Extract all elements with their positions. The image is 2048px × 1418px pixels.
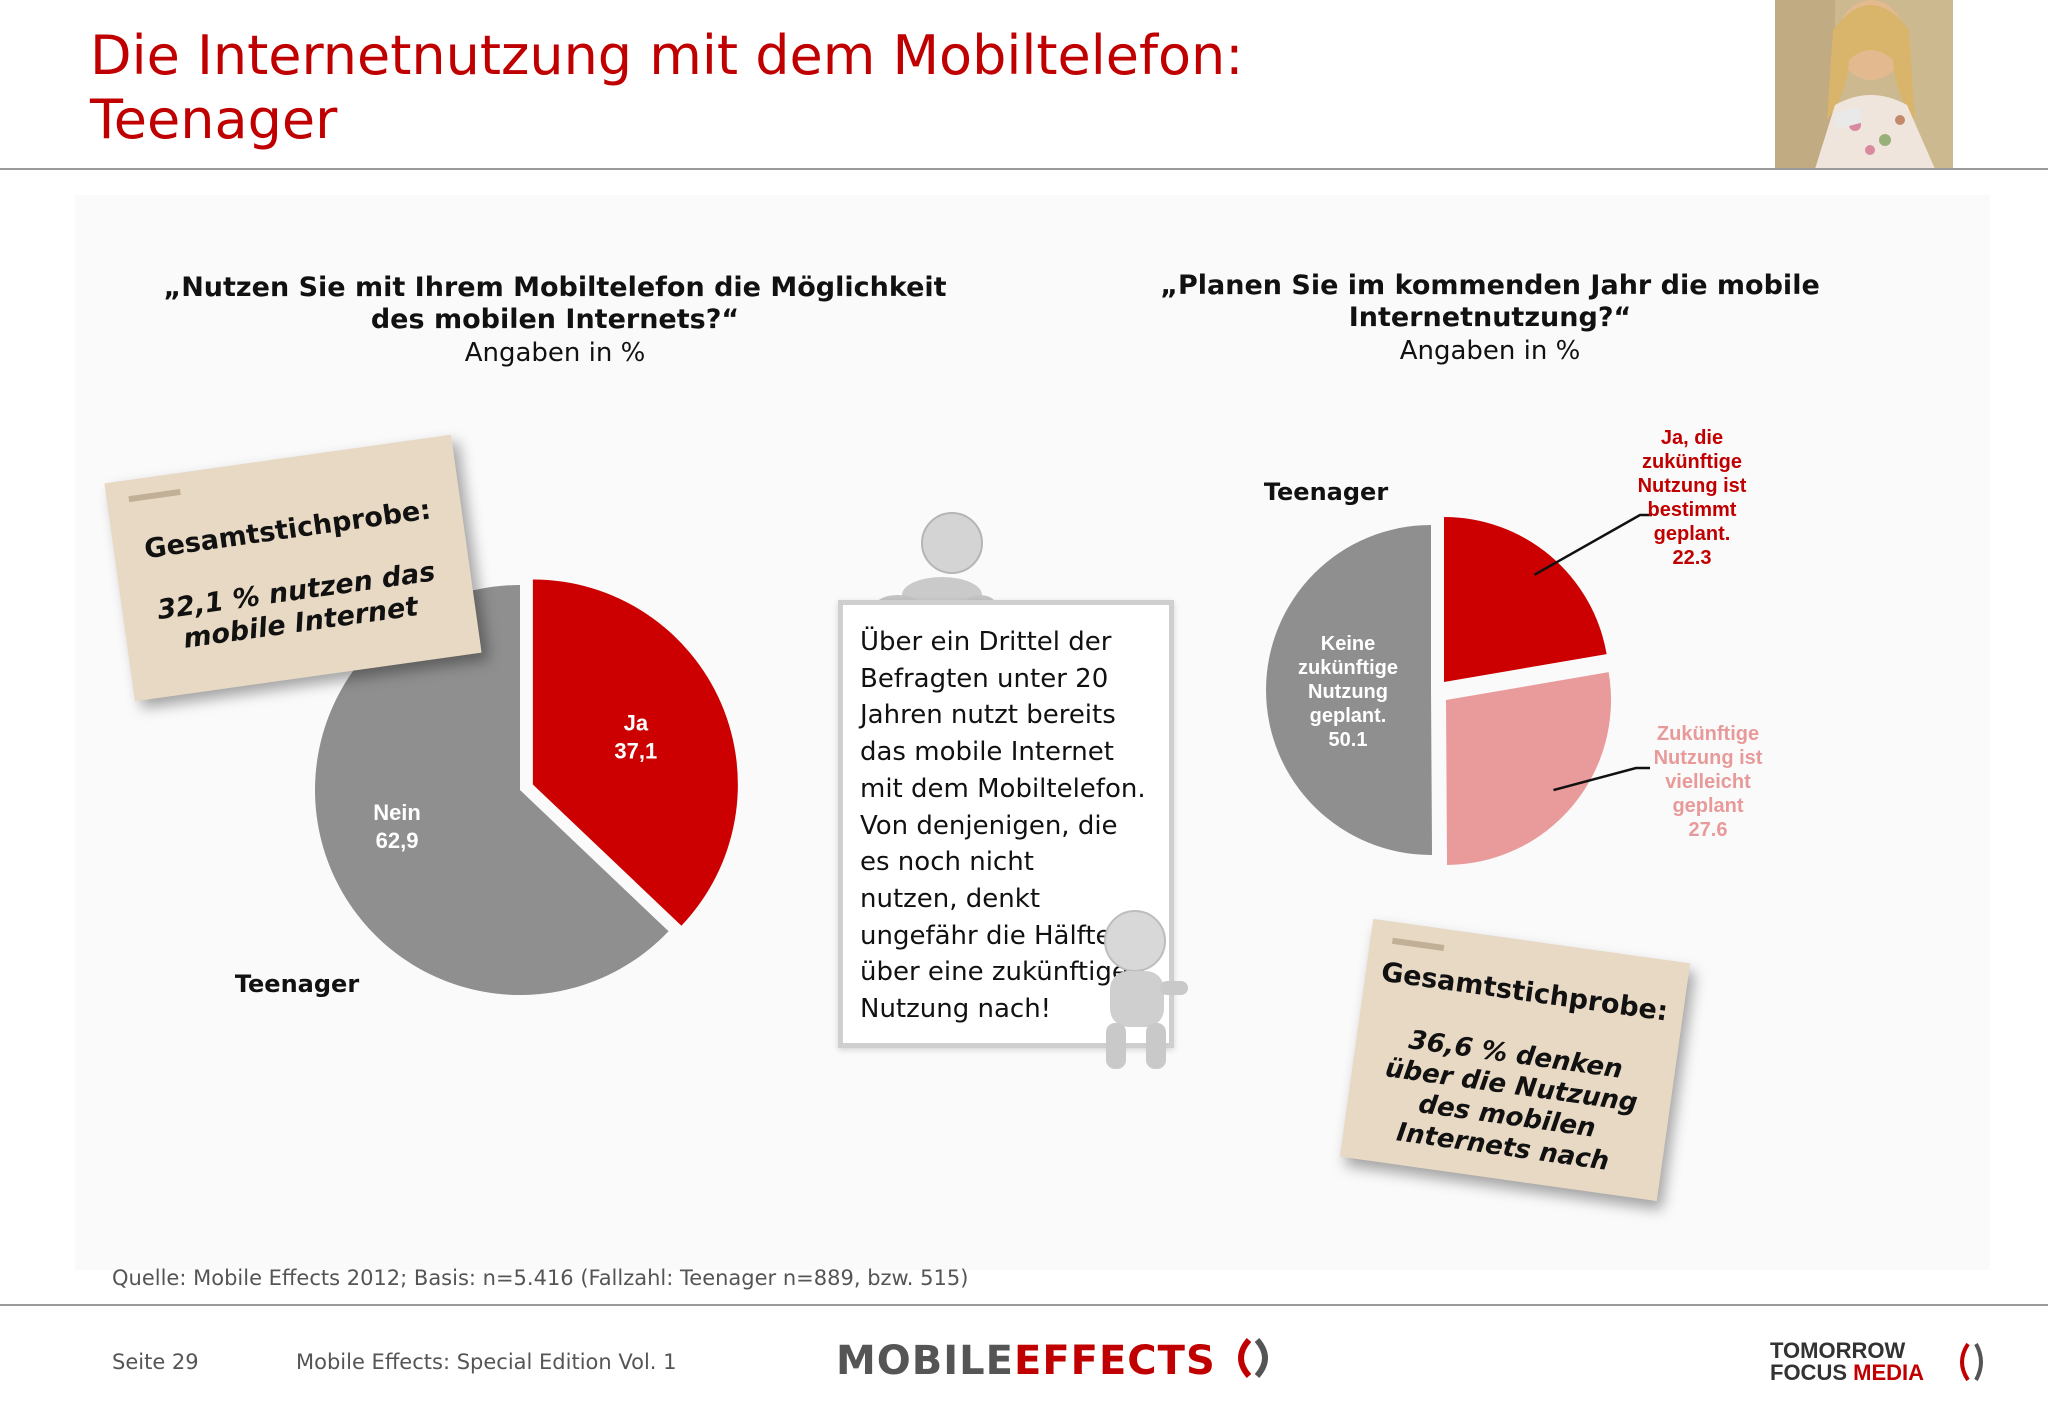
pie-slice-label: zukünftige xyxy=(1642,451,1742,473)
pie-slice-value: 27.6 xyxy=(1689,819,1728,841)
tomorrow-focus-media-logo: TOMORROW FOCUS MEDIA xyxy=(1770,1338,1983,1385)
pie-chart-plans-group-label: Teenager xyxy=(1264,478,1388,506)
info-board-line: es noch nicht xyxy=(860,847,1034,878)
tfm-parentheses-icon xyxy=(1960,1342,1983,1382)
info-board-line: Über ein Drittel der xyxy=(860,627,1112,657)
info-board-line: über eine zukünftige xyxy=(860,957,1128,988)
pie-slice-value: 37,1 xyxy=(614,738,657,763)
info-board-line: ungefähr die Hälfte xyxy=(860,920,1112,951)
right-question-line-2: Internetnutzung?“ xyxy=(1348,302,1632,333)
logo-word-effects: EFFECTS xyxy=(1014,1338,1216,1384)
logo-word-mobile: MOBILE xyxy=(836,1338,1014,1384)
slide-title-line-2: Teenager xyxy=(90,88,338,151)
note-card-text: 36,6 % denken über die Nutzung des mobil… xyxy=(1342,1018,1676,1185)
pie-slice-1 xyxy=(1444,517,1607,682)
pie-slice-value: 50.1 xyxy=(1329,729,1368,751)
teenager-photo-illustration xyxy=(1775,0,1953,169)
info-board-line: Nutzung nach! xyxy=(860,994,1052,1025)
left-question-unit: Angaben in % xyxy=(464,338,646,368)
info-board-line: mit dem Mobiltelefon. xyxy=(860,773,1146,804)
pie-slice-label: Ja, die xyxy=(1661,427,1723,449)
pie-slice-label: Nutzung ist xyxy=(1654,747,1763,769)
pie-slice-2 xyxy=(1446,672,1611,865)
info-board xyxy=(838,600,1174,1048)
pie-slice-label: geplant. xyxy=(1310,705,1387,727)
pie-slice-nein xyxy=(315,585,669,995)
pie-slice-label: Keine xyxy=(1321,633,1375,655)
right-question-line-1: „Planen Sie im kommenden Jahr die mobile xyxy=(1160,270,1820,301)
source-note: Quelle: Mobile Effects 2012; Basis: n=5.… xyxy=(112,1266,969,1290)
pie-slice-value: 62,9 xyxy=(376,828,419,853)
info-board-line: das mobile Internet xyxy=(860,737,1114,768)
note-card-heading: Gesamtstichprobe: xyxy=(1379,956,1670,1028)
teenager-photo xyxy=(1775,0,1953,169)
pie-slice-label: Ja xyxy=(624,710,649,735)
info-board-line: Jahren nutzt bereits xyxy=(860,700,1116,731)
note-card-text: 32,1 % nutzen das mobile Internet xyxy=(121,552,477,664)
pie-slice-label: bestimmt xyxy=(1648,499,1737,521)
pie-slice-label: Nein xyxy=(373,800,421,825)
header-divider xyxy=(0,168,2048,170)
note-card-tape xyxy=(1391,937,1445,951)
tfm-line-1: TOMORROW xyxy=(1770,1338,1906,1363)
pie-slice-3 xyxy=(1266,525,1433,855)
parentheses-logo-icon xyxy=(1237,1338,1268,1378)
pie-slice-label: Nutzung xyxy=(1308,681,1388,703)
tfm-line-2: FOCUS xyxy=(1770,1360,1847,1385)
note-card-tape xyxy=(128,488,181,503)
pie-slice-label: Nutzung ist xyxy=(1638,475,1747,497)
page-number: Seite 29 xyxy=(112,1350,199,1374)
pie-slice-value: 22.3 xyxy=(1673,547,1712,569)
pie-slice-label: vielleicht xyxy=(1665,771,1751,793)
info-board-line: nutzen, denkt xyxy=(860,883,1041,914)
slide-title: Die Internetnutzung mit dem Mobiltelefon… xyxy=(90,24,1243,152)
pie-slice-ja xyxy=(532,579,738,926)
pie-slice-label: geplant. xyxy=(1654,523,1731,545)
tfm-line-3: MEDIA xyxy=(1853,1360,1925,1385)
left-question-line-2: des mobilen Internets?“ xyxy=(370,304,740,335)
edition-label: Mobile Effects: Special Edition Vol. 1 xyxy=(296,1350,677,1374)
info-board-line: Von denjenigen, die xyxy=(860,810,1118,841)
pie-chart-usage-group-label: Teenager xyxy=(235,970,359,998)
mobile-effects-logo: MOBILEEFFECTS xyxy=(836,1336,1275,1384)
slide-title-line-1: Die Internetnutzung mit dem Mobiltelefon… xyxy=(90,24,1244,87)
pie-slice-label: geplant xyxy=(1672,795,1743,817)
pie-slice-label: Zukünftige xyxy=(1657,723,1759,745)
note-card-heading: Gesamtstichprobe: xyxy=(142,494,433,566)
figure-holding-board-icon xyxy=(1104,910,1188,1069)
footer-divider xyxy=(0,1304,2048,1306)
leader-line-1 xyxy=(1533,513,1652,576)
left-question: „Nutzen Sie mit Ihrem Mobiltelefon die M… xyxy=(130,272,980,336)
pie-chart-usage: Ja 37,1 Nein 62,9 xyxy=(315,579,738,995)
left-question-line-1: „Nutzen Sie mit Ihrem Mobiltelefon die M… xyxy=(163,272,947,303)
right-question: „Planen Sie im kommenden Jahr die mobile… xyxy=(1110,270,1870,334)
pie-slice-label: zukünftige xyxy=(1298,657,1398,679)
right-question-unit: Angaben in % xyxy=(1399,336,1581,366)
note-card-total-plans: Gesamtstichprobe: 36,6 % denken über die… xyxy=(1339,918,1691,1202)
info-board-line: Befragten unter 20 xyxy=(860,663,1109,694)
leader-line-2 xyxy=(1553,766,1650,792)
info-board-text: Über ein Drittel der Befragten unter 20 … xyxy=(860,624,1160,1028)
